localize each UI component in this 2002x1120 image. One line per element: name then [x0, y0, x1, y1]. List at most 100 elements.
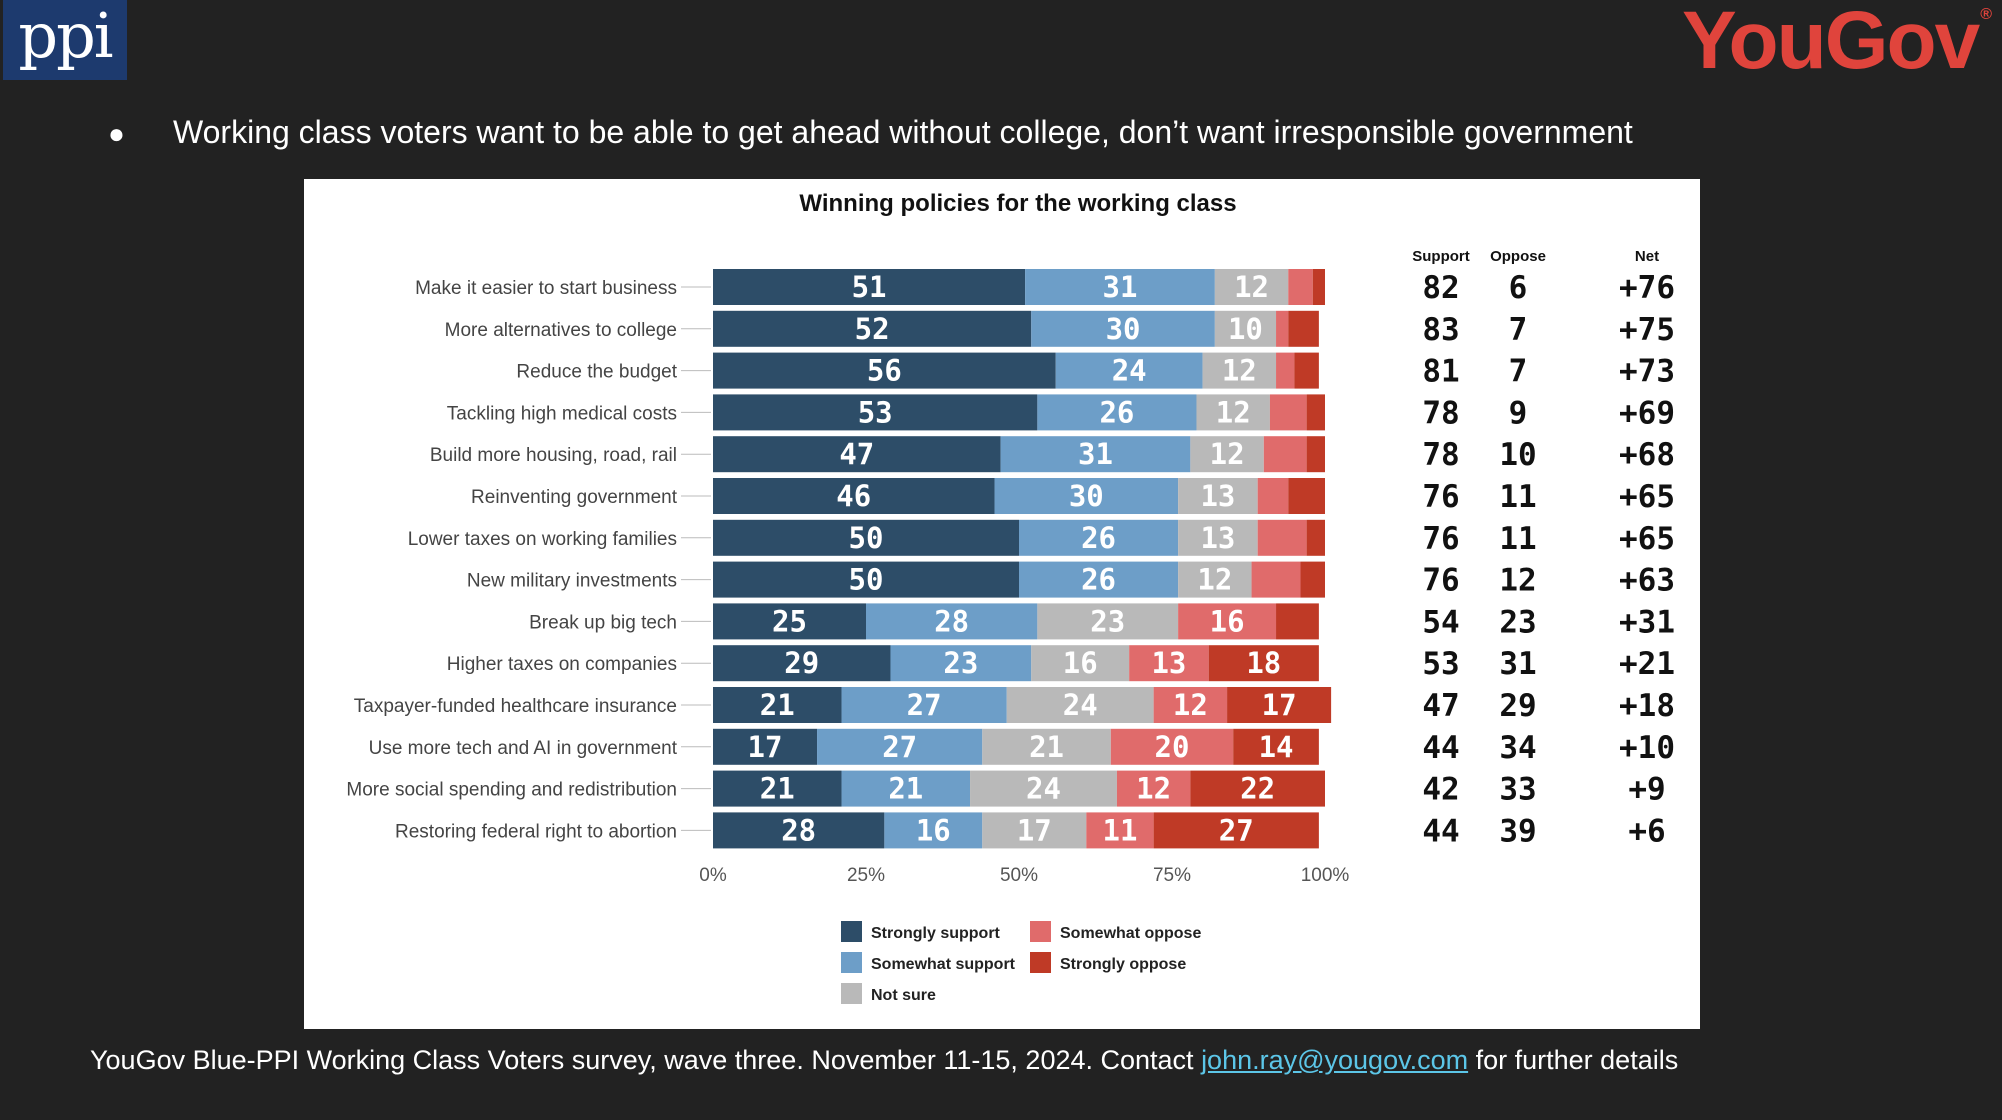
bar-value-label: 30	[1106, 312, 1141, 346]
bar-segment	[1153, 812, 1319, 849]
bar-value-label: 21	[760, 772, 795, 806]
x-tick-label: 0%	[699, 865, 727, 886]
bar-segment	[1129, 645, 1209, 682]
net-value: +68	[1619, 437, 1675, 473]
category-label: Taxpayer-funded healthcare insurance	[354, 696, 677, 717]
bar-segment	[1110, 728, 1234, 765]
bar-value-label: 51	[852, 270, 887, 304]
support-value: 83	[1422, 312, 1459, 348]
bar-value-label: 11	[1103, 813, 1138, 847]
bar-segment	[1257, 478, 1289, 514]
net-value: +10	[1619, 730, 1675, 766]
bar-value-label: 12	[1216, 395, 1251, 429]
bar-value-label: 12	[1210, 437, 1245, 471]
bar-value-label: 26	[1099, 395, 1134, 429]
bar-value-label: 56	[867, 354, 902, 388]
bar-segment	[1031, 310, 1215, 347]
bar-segment	[713, 770, 842, 807]
legend-swatch	[841, 921, 862, 942]
category-label: More alternatives to college	[445, 320, 677, 341]
net-value: +65	[1619, 521, 1675, 557]
bar-segment	[1178, 561, 1252, 598]
bar-value-label: 12	[1173, 688, 1208, 722]
bar-value-label: 27	[882, 730, 917, 764]
chart-title: Winning policies for the working class	[799, 190, 1236, 217]
bar-segment	[1288, 269, 1313, 305]
bar-value-label: 31	[1103, 270, 1138, 304]
category-label: Break up big tech	[529, 612, 677, 633]
bar-segment	[1214, 310, 1277, 347]
bar-segment	[713, 603, 866, 640]
bar-value-label: 30	[1069, 479, 1104, 513]
net-value: +73	[1619, 354, 1675, 390]
bar-value-label: 28	[781, 813, 816, 847]
bar-value-label: 17	[1017, 813, 1052, 847]
bar-value-label: 52	[855, 312, 890, 346]
chart-panel: Winning policies for the working class M…	[304, 179, 1700, 1029]
bar-segment	[713, 310, 1032, 347]
legend-swatch	[841, 952, 862, 973]
bar-value-label: 18	[1246, 646, 1281, 680]
category-label: Reduce the budget	[516, 362, 677, 383]
bar-segment	[713, 687, 842, 723]
bar-value-label: 24	[1063, 688, 1098, 722]
bar-value-label: 23	[1090, 604, 1125, 638]
bar-segment	[713, 436, 1001, 473]
net-value: +9	[1628, 772, 1665, 808]
bar-segment	[713, 394, 1038, 431]
bar-value-label: 13	[1200, 479, 1235, 513]
category-label: Tackling high medical costs	[447, 403, 677, 424]
bar-segment	[1037, 603, 1179, 640]
bar-segment	[713, 728, 818, 765]
bar-segment	[713, 561, 1019, 598]
bar-value-label: 17	[748, 730, 783, 764]
bar-value-label: 25	[772, 604, 807, 638]
bar-segment	[1208, 645, 1319, 682]
bar-segment	[1037, 394, 1197, 431]
bar-segment	[1055, 352, 1203, 389]
support-value: 47	[1422, 688, 1459, 724]
x-tick-label: 100%	[1301, 865, 1350, 886]
bar-value-label: 50	[849, 521, 884, 555]
bar-value-label: 10	[1228, 312, 1263, 346]
bar-value-label: 23	[943, 646, 978, 680]
bar-segment	[1227, 687, 1332, 723]
support-value: 82	[1422, 270, 1459, 306]
bar-value-label: 28	[934, 604, 969, 638]
legend-swatch	[1030, 921, 1051, 942]
table-header: Oppose	[1490, 248, 1546, 265]
bar-value-label: 29	[784, 646, 819, 680]
bar-value-label: 16	[1063, 646, 1098, 680]
bar-segment	[1153, 687, 1228, 723]
category-label: Build more housing, road, rail	[430, 445, 677, 466]
category-label: New military investments	[467, 571, 677, 592]
bar-value-label: 16	[1210, 604, 1245, 638]
oppose-value: 39	[1499, 813, 1536, 849]
net-value: +69	[1619, 395, 1675, 431]
footer-text: YouGov Blue-PPI Working Class Voters sur…	[90, 1045, 1202, 1075]
category-label: Use more tech and AI in government	[369, 738, 678, 759]
yougov-logo: YouGov ®	[1681, 0, 1992, 86]
legend-label: Strongly oppose	[1060, 956, 1186, 973]
support-value: 76	[1422, 521, 1459, 557]
category-label: Restoring federal right to abortion	[395, 821, 677, 842]
bar-value-label: 14	[1259, 730, 1294, 764]
x-tick-label: 75%	[1153, 865, 1191, 886]
bar-segment	[713, 269, 1026, 305]
bar-segment	[1294, 352, 1319, 389]
bar-segment	[1031, 645, 1130, 682]
bar-segment	[1276, 352, 1295, 389]
net-value: +75	[1619, 312, 1675, 348]
table-header: Net	[1635, 248, 1659, 265]
contact-email-link[interactable]: john.ray@yougov.com	[1201, 1045, 1469, 1075]
bar-value-label: 27	[907, 688, 942, 722]
bullet-icon: ●	[108, 118, 125, 149]
support-value: 53	[1422, 646, 1459, 682]
bar-segment	[1300, 561, 1325, 598]
oppose-value: 31	[1499, 646, 1536, 682]
bar-segment	[994, 478, 1179, 514]
bar-segment	[982, 812, 1087, 849]
bar-segment	[1019, 519, 1179, 556]
bar-segment	[1116, 770, 1191, 807]
footer: YouGov Blue-PPI Working Class Voters sur…	[90, 1045, 1678, 1076]
